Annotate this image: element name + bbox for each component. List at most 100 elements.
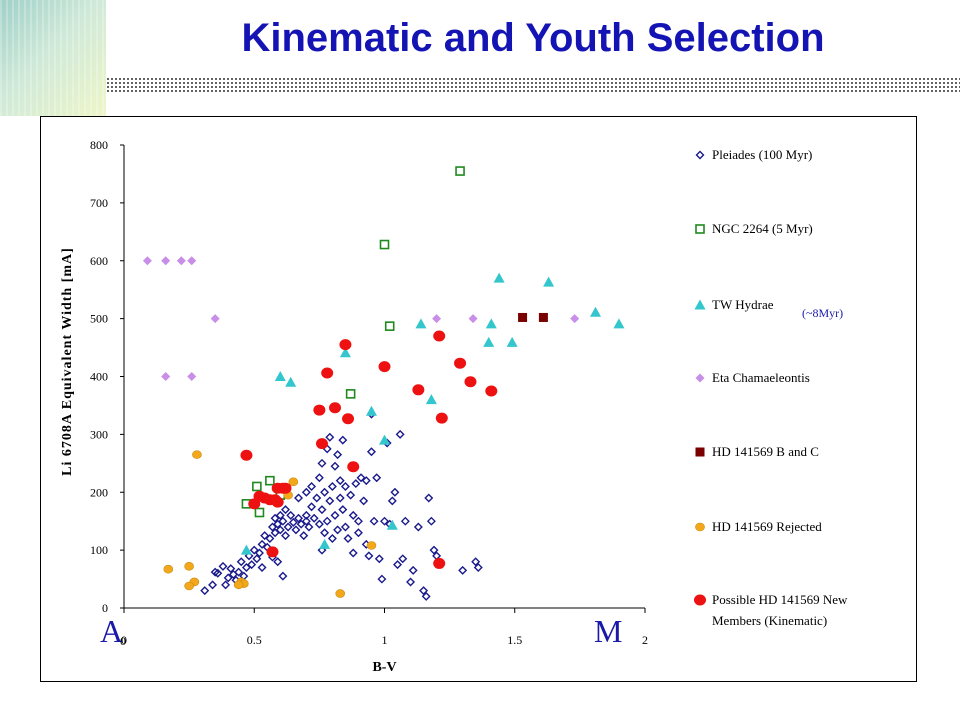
- page-title: Kinematic and Youth Selection: [241, 16, 825, 60]
- data-point: [384, 321, 395, 331]
- data-point: [335, 589, 346, 598]
- data-point: [163, 564, 174, 574]
- legend-item: TW Hydrae (~8Myr): [694, 297, 843, 320]
- data-point: [257, 562, 267, 572]
- data-point: [590, 306, 602, 317]
- data-point: [161, 372, 171, 381]
- data-point: [226, 564, 236, 574]
- data-point: [455, 166, 465, 176]
- data-point: [319, 538, 331, 549]
- data-point: [412, 384, 425, 396]
- series-hd141569_bc: [518, 312, 548, 322]
- data-point: [313, 404, 326, 416]
- y-tick-label: 400: [90, 370, 108, 384]
- data-point: [266, 546, 279, 558]
- data-point: [372, 473, 382, 483]
- data-point: [294, 513, 304, 523]
- data-point: [395, 429, 405, 439]
- data-point: [248, 498, 261, 510]
- legend-marker: [694, 299, 706, 310]
- data-point: [346, 490, 356, 500]
- data-point: [249, 545, 259, 555]
- data-point: [387, 496, 397, 506]
- data-point: [398, 554, 408, 564]
- data-point: [359, 496, 369, 506]
- data-point: [208, 580, 218, 590]
- legend-item: Pleiades (100 Myr): [695, 147, 812, 162]
- data-point: [187, 372, 197, 381]
- dotted-band-decoration: [106, 77, 960, 93]
- y-tick-label: 500: [90, 312, 108, 326]
- data-point: [340, 522, 350, 532]
- data-point: [142, 256, 152, 266]
- data-point: [366, 447, 376, 457]
- data-point: [176, 256, 186, 266]
- data-point: [265, 475, 275, 486]
- legend-marker: [695, 150, 705, 160]
- y-tick-label: 800: [90, 138, 108, 152]
- data-point: [223, 573, 233, 583]
- data-point: [322, 516, 332, 526]
- data-point: [342, 413, 355, 425]
- x-tick-label: 0.5: [247, 633, 262, 647]
- data-point: [325, 496, 335, 506]
- legend-label: HD 141569 B and C: [712, 444, 819, 459]
- legend-marker: [695, 447, 705, 457]
- data-point: [274, 371, 286, 381]
- data-point: [464, 376, 477, 388]
- data-point: [432, 314, 442, 324]
- data-point: [161, 256, 171, 266]
- legend-label: TW Hydrae: [712, 297, 774, 312]
- legend-label: Possible HD 141569 New: [712, 592, 848, 607]
- legend-note: (~8Myr): [802, 306, 843, 320]
- data-point: [184, 562, 194, 571]
- data-point: [333, 525, 343, 535]
- data-point: [353, 528, 363, 538]
- data-point: [275, 525, 285, 535]
- data-point: [429, 545, 439, 555]
- data-point: [425, 394, 437, 405]
- data-point: [393, 560, 403, 570]
- y-tick-label: 300: [90, 427, 108, 441]
- data-point: [369, 516, 379, 526]
- legend-item: NGC 2264 (5 Myr): [695, 221, 813, 236]
- data-point: [379, 239, 390, 250]
- data-point: [406, 577, 416, 587]
- data-point: [184, 581, 194, 591]
- data-point: [273, 557, 283, 567]
- data-point: [538, 312, 548, 322]
- data-point: [213, 568, 223, 578]
- data-point: [338, 435, 348, 445]
- data-point: [240, 449, 253, 461]
- legend-label: Pleiades (100 Myr): [712, 147, 812, 162]
- x-tick-label: 1.5: [507, 633, 522, 647]
- data-point: [364, 551, 374, 561]
- data-point: [314, 519, 324, 529]
- data-point: [236, 557, 246, 567]
- data-point: [252, 554, 262, 564]
- data-point: [378, 361, 391, 373]
- legend-label: Eta Chamaeleontis: [712, 370, 810, 385]
- data-point: [386, 519, 398, 530]
- data-point: [278, 516, 288, 526]
- data-point: [294, 493, 304, 503]
- data-point: [299, 531, 309, 541]
- x-tick-label: 2: [642, 633, 648, 647]
- data-point: [471, 557, 481, 567]
- data-point: [288, 517, 298, 527]
- data-point: [347, 461, 360, 473]
- data-point: [348, 548, 358, 558]
- data-point: [345, 389, 356, 399]
- data-point: [200, 586, 210, 596]
- legend-item: HD 141569 B and C: [695, 444, 819, 459]
- data-point: [413, 522, 423, 532]
- data-point: [421, 591, 431, 601]
- legend-item: HD 141569 Rejected: [695, 519, 822, 534]
- data-point: [218, 561, 228, 571]
- data-point: [296, 519, 306, 529]
- y-tick-label: 100: [90, 543, 108, 557]
- data-point: [419, 586, 429, 596]
- data-point: [485, 385, 498, 397]
- legend-marker: [695, 522, 705, 532]
- x-tick-label: 0: [121, 633, 127, 647]
